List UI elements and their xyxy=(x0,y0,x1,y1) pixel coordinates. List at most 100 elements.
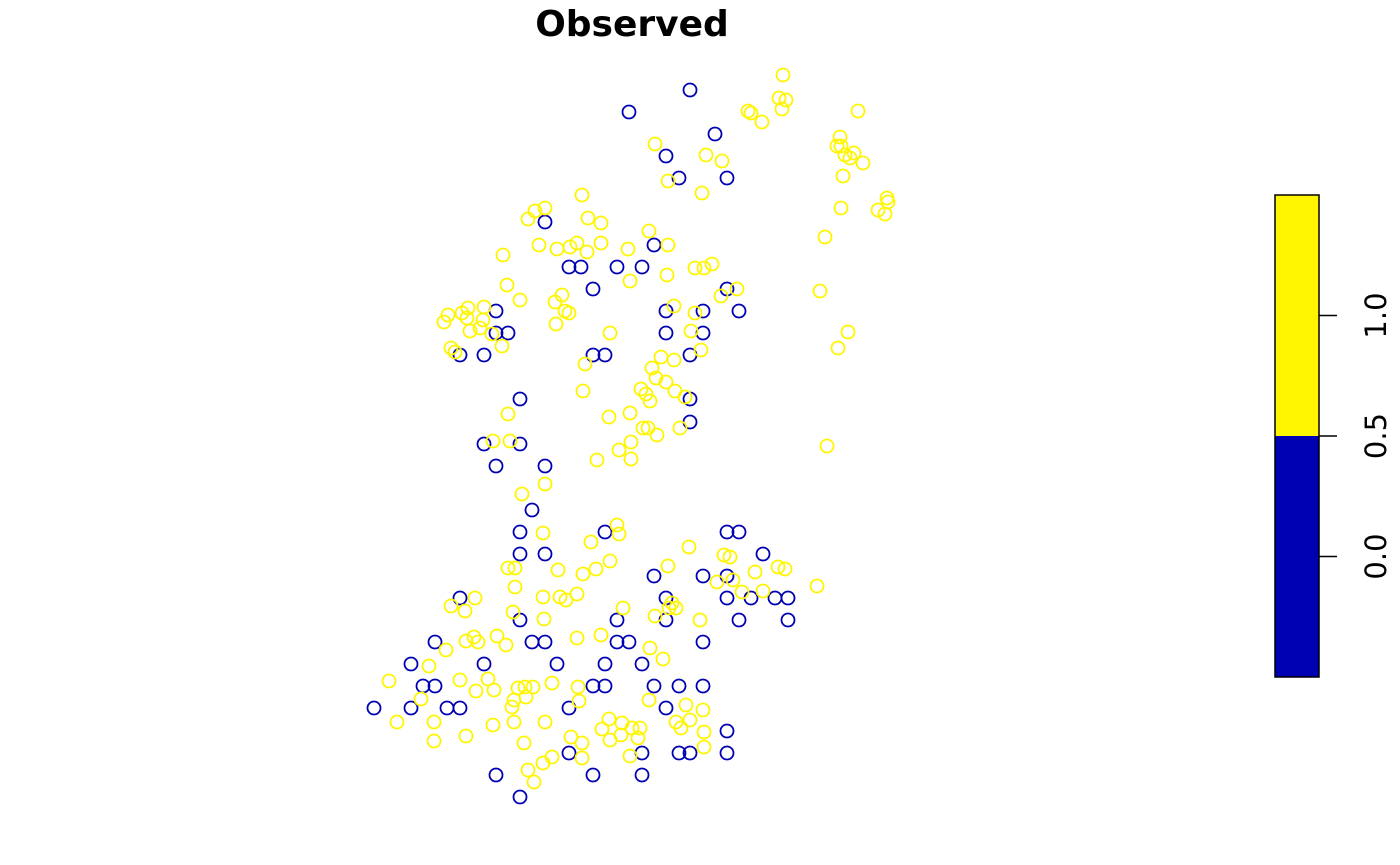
point-value-1 xyxy=(413,691,429,707)
colorbar-segment xyxy=(1275,436,1319,677)
point-value-1 xyxy=(579,244,595,260)
point-value-1 xyxy=(462,323,478,339)
point-value-1 xyxy=(678,697,694,713)
point-value-1 xyxy=(713,288,729,304)
point-value-0 xyxy=(415,678,431,694)
point-value-1 xyxy=(648,370,664,386)
point-value-1 xyxy=(601,711,617,727)
point-value-0 xyxy=(671,170,687,186)
colorbar-tick-label: 1.0 xyxy=(1359,292,1393,338)
point-value-1 xyxy=(507,579,523,595)
point-value-1 xyxy=(641,692,657,708)
point-value-1 xyxy=(855,155,871,171)
point-value-1 xyxy=(622,273,638,289)
point-value-1 xyxy=(658,374,674,390)
point-value-0 xyxy=(682,82,698,98)
point-value-1 xyxy=(846,145,862,161)
point-value-1 xyxy=(537,200,553,216)
point-value-1 xyxy=(611,526,627,542)
point-value-0 xyxy=(780,612,796,628)
point-value-1 xyxy=(672,420,688,436)
point-value-1 xyxy=(840,324,856,340)
point-value-0 xyxy=(671,678,687,694)
point-value-1 xyxy=(660,173,676,189)
point-value-1 xyxy=(602,325,618,341)
point-value-1 xyxy=(457,603,473,619)
point-value-1 xyxy=(754,114,770,130)
point-value-0 xyxy=(609,612,625,628)
point-value-0 xyxy=(658,148,674,164)
point-value-1 xyxy=(644,360,660,376)
point-value-0 xyxy=(634,259,650,275)
point-value-1 xyxy=(480,671,496,687)
point-value-1 xyxy=(620,241,636,257)
point-value-0 xyxy=(695,325,711,341)
point-value-1 xyxy=(537,476,553,492)
point-value-1 xyxy=(504,699,520,715)
point-value-1 xyxy=(668,600,684,616)
point-value-1 xyxy=(677,389,693,405)
point-value-1 xyxy=(563,729,579,745)
point-value-1 xyxy=(842,150,858,166)
point-value-1 xyxy=(640,420,656,436)
point-value-1 xyxy=(602,553,618,569)
point-value-1 xyxy=(673,720,689,736)
point-value-1 xyxy=(389,714,405,730)
point-value-0 xyxy=(731,303,747,319)
point-value-0 xyxy=(634,656,650,672)
point-value-0 xyxy=(658,325,674,341)
point-value-0 xyxy=(658,700,674,716)
point-value-0 xyxy=(452,590,468,606)
point-value-1 xyxy=(558,592,574,608)
point-value-0 xyxy=(719,723,735,739)
point-value-0 xyxy=(439,700,455,716)
point-value-1 xyxy=(466,629,482,645)
point-value-1 xyxy=(460,300,476,316)
point-value-1 xyxy=(829,138,845,154)
point-value-0 xyxy=(537,634,553,650)
point-value-0 xyxy=(366,700,382,716)
point-value-1 xyxy=(615,600,631,616)
point-value-1 xyxy=(458,633,474,649)
point-value-0 xyxy=(646,237,662,253)
point-value-1 xyxy=(664,595,680,611)
point-value-0 xyxy=(537,546,553,562)
point-value-1 xyxy=(647,136,663,152)
point-value-1 xyxy=(468,683,484,699)
point-value-1 xyxy=(535,755,551,771)
point-value-0 xyxy=(719,524,735,540)
point-value-0 xyxy=(719,590,735,606)
point-value-1 xyxy=(426,714,442,730)
point-value-0 xyxy=(500,325,516,341)
point-value-1 xyxy=(526,774,542,790)
point-value-1 xyxy=(525,679,541,695)
point-value-1 xyxy=(569,235,585,251)
point-value-1 xyxy=(833,138,849,154)
chart-title: Observed xyxy=(535,4,729,45)
point-value-0 xyxy=(719,170,735,186)
point-value-1 xyxy=(593,235,609,251)
point-value-1 xyxy=(770,559,786,575)
point-value-1 xyxy=(696,260,712,276)
point-value-1 xyxy=(500,406,516,422)
point-value-0 xyxy=(743,590,759,606)
point-value-1 xyxy=(694,185,710,201)
point-value-1 xyxy=(698,147,714,163)
point-value-1 xyxy=(498,637,514,653)
point-value-1 xyxy=(692,612,708,628)
point-value-1 xyxy=(443,340,459,356)
point-value-1 xyxy=(693,342,709,358)
point-value-0 xyxy=(524,502,540,518)
point-value-0 xyxy=(695,568,711,584)
point-value-1 xyxy=(695,702,711,718)
point-value-1 xyxy=(809,578,825,594)
point-value-0 xyxy=(597,524,613,540)
point-value-1 xyxy=(704,256,720,272)
point-value-1 xyxy=(550,562,566,578)
point-value-1 xyxy=(506,714,522,730)
point-value-1 xyxy=(544,749,560,765)
point-value-1 xyxy=(520,211,536,227)
point-value-1 xyxy=(755,583,771,599)
point-value-1 xyxy=(696,724,712,740)
